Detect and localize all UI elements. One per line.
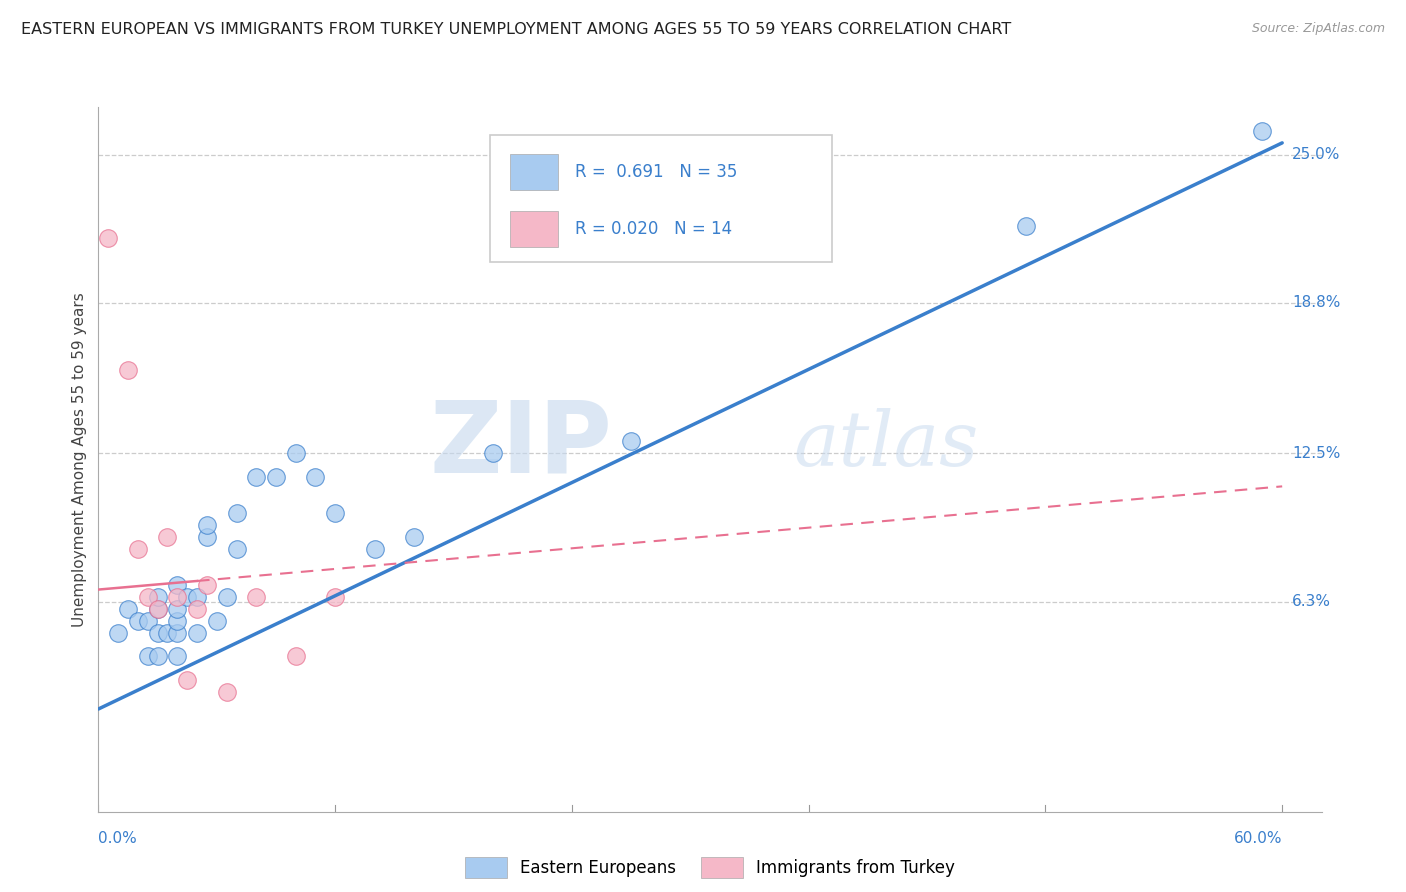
Point [404, 530, 426, 544]
Point [117, 601, 139, 615]
Point [166, 614, 188, 628]
Point [195, 518, 218, 533]
Point [176, 590, 198, 604]
Text: Source: ZipAtlas.com: Source: ZipAtlas.com [1251, 22, 1385, 36]
Text: 60.0%: 60.0% [1233, 830, 1282, 846]
Point [136, 614, 159, 628]
Point [215, 685, 238, 699]
Point [166, 578, 188, 592]
Point [323, 590, 346, 604]
Point [146, 601, 169, 615]
Point [186, 590, 208, 604]
Point [245, 590, 267, 604]
Point [482, 446, 505, 460]
Text: EASTERN EUROPEAN VS IMMIGRANTS FROM TURKEY UNEMPLOYMENT AMONG AGES 55 TO 59 YEAR: EASTERN EUROPEAN VS IMMIGRANTS FROM TURK… [21, 22, 1011, 37]
Point [166, 590, 188, 604]
Point [146, 590, 169, 604]
Text: atlas: atlas [794, 409, 979, 483]
Point [156, 530, 179, 544]
Point [156, 625, 179, 640]
Point [1251, 124, 1274, 138]
Text: R = 0.020   N = 14: R = 0.020 N = 14 [575, 220, 733, 238]
Text: 12.5%: 12.5% [1292, 446, 1340, 461]
Legend: Eastern Europeans, Immigrants from Turkey: Eastern Europeans, Immigrants from Turke… [458, 851, 962, 885]
Point [620, 434, 643, 449]
Point [146, 601, 169, 615]
Point [323, 506, 346, 520]
Text: 6.3%: 6.3% [1292, 594, 1331, 609]
Point [225, 541, 247, 556]
Point [215, 590, 238, 604]
Point [284, 649, 307, 664]
Point [166, 601, 188, 615]
Text: R =  0.691   N = 35: R = 0.691 N = 35 [575, 163, 738, 181]
Point [146, 625, 169, 640]
Text: 18.8%: 18.8% [1292, 295, 1340, 310]
Point [284, 446, 307, 460]
Point [205, 614, 228, 628]
Point [146, 649, 169, 664]
Point [176, 673, 198, 688]
Point [186, 625, 208, 640]
Point [107, 625, 129, 640]
Point [186, 601, 208, 615]
Point [363, 541, 385, 556]
Point [1015, 219, 1038, 234]
Point [117, 363, 139, 377]
Point [304, 470, 326, 484]
Point [264, 470, 287, 484]
Point [136, 590, 159, 604]
Text: ZIP: ZIP [429, 397, 612, 494]
Point [195, 578, 218, 592]
Text: 25.0%: 25.0% [1292, 147, 1340, 162]
Point [127, 541, 149, 556]
Text: 0.0%: 0.0% [98, 830, 138, 846]
Point [127, 614, 149, 628]
Point [225, 506, 247, 520]
Point [166, 625, 188, 640]
Point [97, 231, 120, 245]
Point [136, 649, 159, 664]
Point [166, 649, 188, 664]
Y-axis label: Unemployment Among Ages 55 to 59 years: Unemployment Among Ages 55 to 59 years [72, 292, 87, 627]
Point [195, 530, 218, 544]
Point [245, 470, 267, 484]
